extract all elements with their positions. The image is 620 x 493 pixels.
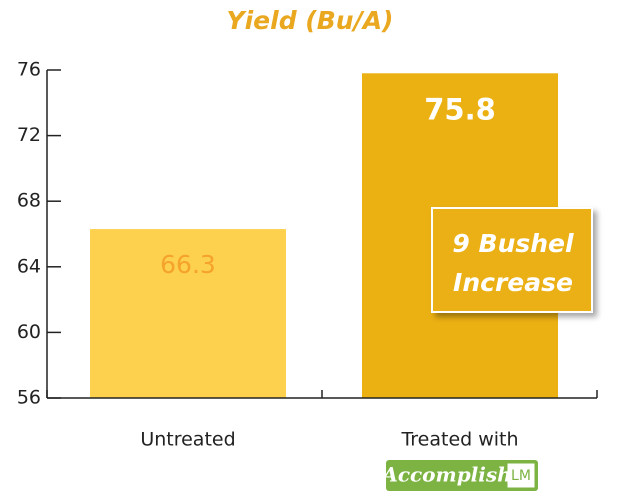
logo-brand: Accomplish xyxy=(380,463,511,487)
x-tick-label: Treated with xyxy=(400,429,518,451)
bar xyxy=(90,229,286,398)
logo-suffix-bg xyxy=(506,462,536,489)
logo-suffix: LM xyxy=(511,468,531,484)
y-tick-label: 64 xyxy=(17,255,41,277)
y-tick-label: 76 xyxy=(17,59,41,81)
callout-text: Increase xyxy=(453,268,573,297)
y-tick-label: 60 xyxy=(17,321,41,343)
y-tick-label: 68 xyxy=(17,190,41,212)
value-label: 75.8 xyxy=(424,92,496,126)
chart-title: Yield (Bu/A) xyxy=(227,6,394,35)
x-tick-label: Untreated xyxy=(140,429,235,451)
y-tick-label: 72 xyxy=(17,124,41,146)
callout-text: 9 Bushel xyxy=(452,229,574,258)
logo-bg xyxy=(386,460,538,491)
callout-box xyxy=(431,207,593,313)
y-tick-label: 56 xyxy=(17,387,41,409)
value-label: 66.3 xyxy=(160,250,216,279)
